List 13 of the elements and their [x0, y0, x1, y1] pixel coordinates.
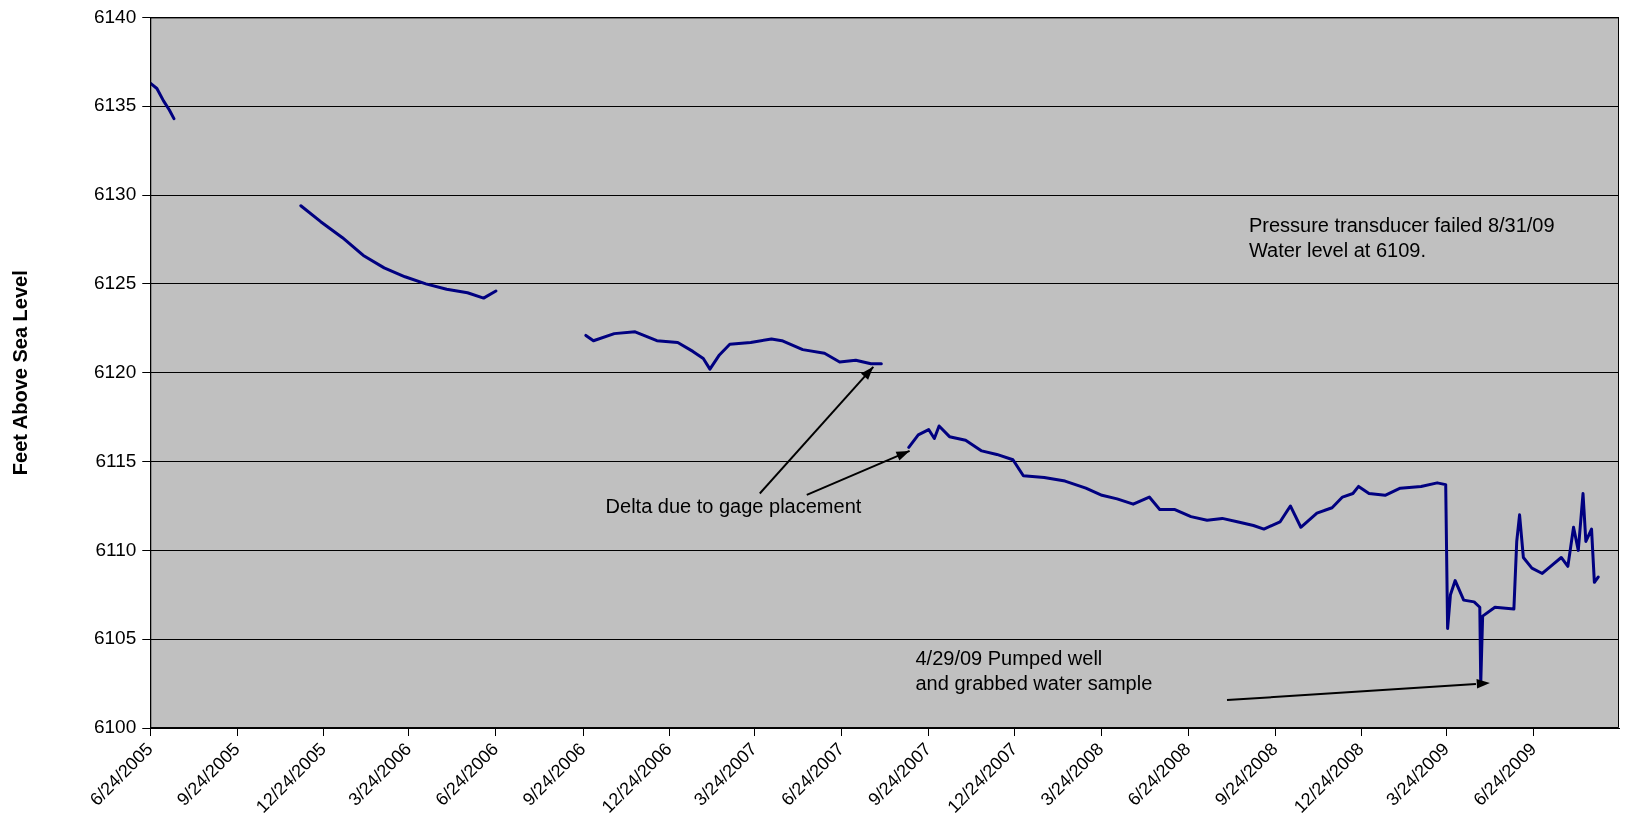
y-tick-label: 6120 — [93, 360, 137, 382]
annotation: 4/29/09 Pumped well and grabbed water sample — [915, 647, 1153, 695]
y-tick-label: 6140 — [93, 5, 137, 27]
y-tick-label: 6110 — [95, 538, 137, 560]
y-tick-label: 6105 — [93, 627, 137, 649]
y-tick-label: 6100 — [93, 716, 137, 738]
annotation: Pressure transducer failed 8/31/09 Water level at 6109. — [1248, 213, 1555, 261]
y-axis-title: Feet Above Sea Level — [8, 270, 31, 476]
y-tick-label: 6125 — [93, 272, 137, 294]
y-tick-label: 6135 — [93, 94, 137, 116]
y-tick-label: 6130 — [93, 183, 137, 205]
y-tick-label: 6115 — [95, 449, 137, 471]
annotation: Delta due to gage placement — [605, 494, 862, 517]
